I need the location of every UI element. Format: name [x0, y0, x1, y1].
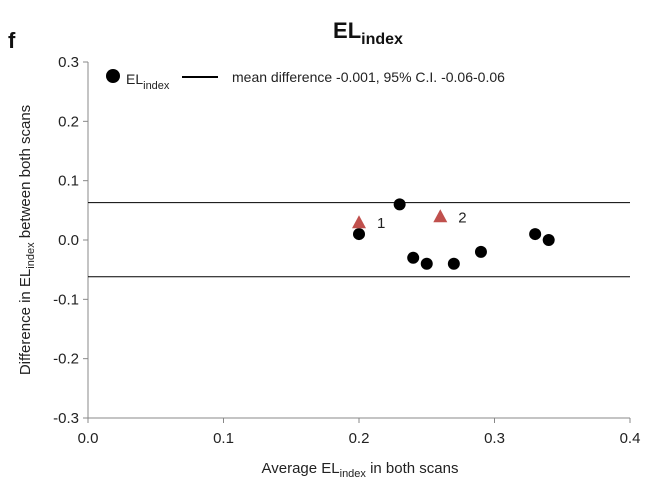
legend-marker-circle	[106, 69, 120, 83]
data-point	[407, 251, 420, 264]
reference-lines	[88, 202, 630, 278]
x-tick-label: 0.1	[213, 430, 234, 447]
data-point	[542, 234, 555, 246]
y-tick-label: -0.2	[53, 351, 79, 368]
x-axis-label: Average ELindex in both scans	[262, 460, 459, 480]
x-axis-ticks: 0.0 0.1 0.2 0.3 0.4	[78, 418, 641, 447]
data-point	[420, 257, 433, 270]
data-point	[393, 198, 406, 211]
legend-line-label: mean difference -0.001, 95% C.I. -0.06-0…	[232, 69, 505, 85]
x-tick-label: 0.2	[349, 430, 370, 447]
y-axis-label: Difference in ELindex between both scans	[17, 105, 37, 375]
data-points	[353, 198, 555, 270]
outlier-label: 1	[377, 215, 385, 232]
y-tick-label: 0.3	[58, 54, 79, 71]
y-tick-label: -0.3	[53, 410, 79, 427]
data-point	[447, 257, 460, 270]
y-axis-ticks: -0.3 -0.2 -0.1 0.0 0.1 0.2 0.3	[53, 54, 88, 427]
data-point	[474, 245, 487, 258]
y-tick-label: -0.1	[53, 291, 79, 308]
x-tick-label: 0.0	[78, 430, 99, 447]
x-tick-label: 0.4	[620, 430, 641, 447]
data-point	[353, 228, 365, 241]
y-tick-label: 0.0	[58, 232, 79, 249]
x-tick-label: 0.3	[484, 430, 505, 447]
y-tick-label: 0.2	[58, 113, 79, 130]
y-tick-label: 0.1	[58, 173, 79, 190]
outlier-label: 2	[458, 209, 466, 226]
outlier-triangle	[352, 215, 366, 229]
outlier-triangle	[433, 209, 448, 223]
chart-title: ELindex	[333, 18, 403, 48]
panel-label: f	[8, 28, 16, 53]
legend-series-label: ELindex	[126, 71, 170, 92]
legend: ELindex mean difference -0.001, 95% C.I.…	[106, 69, 505, 92]
data-point	[529, 228, 542, 241]
